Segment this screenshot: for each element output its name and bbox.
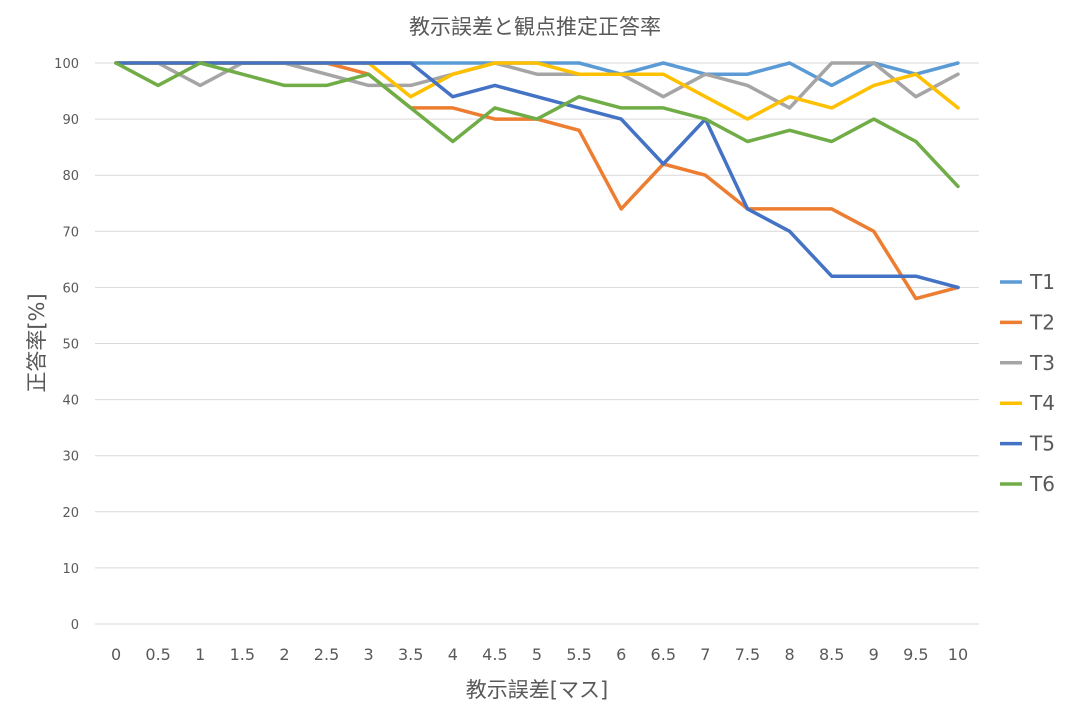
y-tick-label: 10 (62, 562, 79, 577)
x-tick-label: 4 (448, 645, 458, 664)
series-line-t5 (114, 61, 960, 290)
x-tick-label: 5 (532, 645, 542, 664)
y-tick-label: 50 (62, 338, 79, 353)
x-tick-label: 0 (111, 645, 121, 664)
x-tick-label: 10 (948, 645, 968, 664)
x-axis-tick-labels: 0 0.5 1 1.5 2 2.5 3 3.5 4 4.5 5 5.5 6 6.5 7 7.5 8 8.5 9 9.5… (111, 645, 968, 664)
legend-item-t5: T5 (1000, 432, 1055, 456)
y-axis-tick-labels: 0 10 20 30 40 50 60 70 80 90 100 (54, 57, 79, 633)
legend-item-t2: T2 (1000, 310, 1055, 334)
y-tick-label: 20 (62, 506, 79, 521)
y-tick-label: 40 (62, 394, 79, 409)
x-tick-label: 8 (784, 645, 794, 664)
y-axis-title: 正答率[%] (25, 293, 49, 392)
x-tick-label: 6.5 (651, 645, 676, 664)
x-tick-label: 1 (195, 645, 205, 664)
legend-label: T3 (1029, 351, 1055, 375)
x-tick-label: 7.5 (735, 645, 760, 664)
legend-label: T2 (1029, 310, 1055, 334)
x-tick-label: 4.5 (482, 645, 507, 664)
x-tick-label: 5.5 (566, 645, 591, 664)
y-tick-label: 60 (62, 281, 79, 296)
x-tick-label: 3 (364, 645, 374, 664)
legend-item-t1: T1 (1000, 270, 1055, 294)
y-tick-label: 80 (62, 169, 79, 184)
legend: T1 T2 T3 T4 T5 T6 (1000, 270, 1055, 496)
x-tick-label: 0.5 (145, 645, 170, 664)
x-tick-label: 9.5 (903, 645, 928, 664)
y-tick-label: 0 (71, 618, 79, 633)
x-tick-label: 6 (616, 645, 626, 664)
legend-label: T1 (1029, 270, 1055, 294)
legend-label: T6 (1029, 472, 1055, 496)
chart-title: 教示誤差と観点推定正答率 (409, 15, 661, 39)
x-tick-label: 7 (700, 645, 710, 664)
y-tick-label: 70 (62, 225, 79, 240)
legend-item-t4: T4 (1000, 391, 1055, 415)
legend-label: T5 (1029, 432, 1055, 456)
legend-label: T4 (1029, 391, 1055, 415)
x-tick-label: 3.5 (398, 645, 423, 664)
x-tick-label: 2.5 (314, 645, 339, 664)
x-tick-label: 9 (869, 645, 879, 664)
y-tick-label: 100 (54, 57, 79, 72)
series-line-t6 (114, 61, 960, 189)
x-tick-label: 2 (279, 645, 289, 664)
series-lines (114, 61, 960, 301)
x-tick-label: 1.5 (230, 645, 255, 664)
y-tick-label: 90 (62, 113, 79, 128)
gridlines (95, 62, 979, 625)
legend-item-t6: T6 (1000, 472, 1055, 496)
legend-item-t3: T3 (1000, 351, 1055, 375)
x-tick-label: 8.5 (819, 645, 844, 664)
y-tick-label: 30 (62, 450, 79, 465)
series-line-t4 (114, 61, 960, 121)
x-axis-title: 教示誤差[マス] (466, 678, 608, 702)
